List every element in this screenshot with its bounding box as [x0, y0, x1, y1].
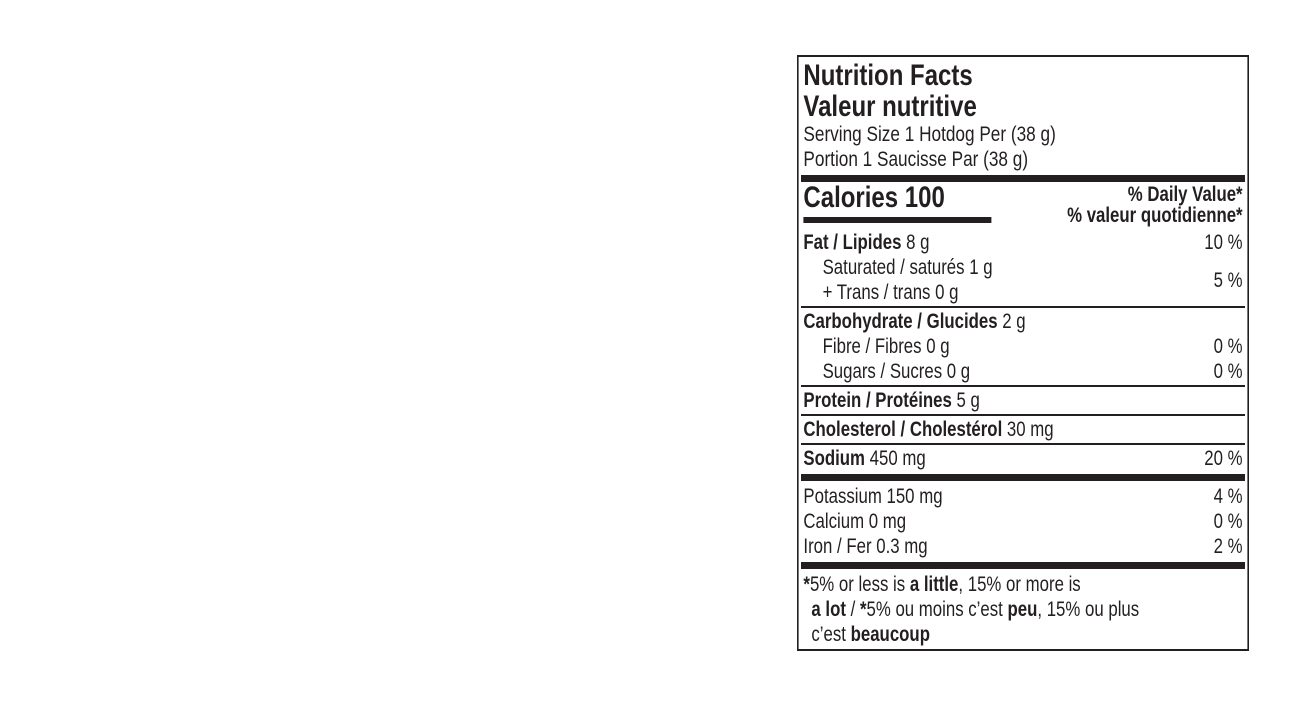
calcium-daily-value: 0 %	[1213, 510, 1243, 533]
row-saturated-trans: Saturated / saturés 1 g + Trans / trans …	[803, 255, 1243, 305]
serving-size-en: Serving Size 1 Hotdog Per (38 g)	[803, 122, 1056, 146]
trans-line: + Trans / trans 0 g	[822, 281, 959, 304]
footnote: *5% or less is a little, 15% or more is …	[803, 572, 1242, 647]
calories-underline-bar	[803, 217, 992, 223]
minerals-separator-bar	[801, 562, 1245, 569]
saturated-daily-value: 5 %	[1213, 268, 1243, 292]
iron-daily-value: 2 %	[1213, 535, 1243, 558]
calcium-name: Calcium 0 mg	[803, 510, 907, 533]
calories-label: Calories	[803, 181, 899, 214]
potassium-daily-value: 4 %	[1213, 485, 1243, 508]
nutrition-facts-label: Nutrition Facts Valeur nutritive Serving…	[797, 55, 1249, 651]
row-sodium: Sodium 450 mg 20 %	[803, 446, 1242, 471]
sodium-name: Sodium 450 mg	[803, 447, 926, 470]
potassium-name: Potassium 150 mg	[803, 485, 943, 508]
fibre-daily-value: 0 %	[1213, 335, 1243, 358]
row-fat: Fat / Lipides 8 g 10 %	[803, 230, 1242, 255]
daily-value-header: % Daily Value* % valeur quotidienne*	[1067, 184, 1243, 226]
sugars-name: Sugars / Sucres 0 g	[822, 360, 971, 383]
serving-size-fr: Portion 1 Saucisse Par (38 g)	[803, 147, 1029, 171]
fibre-name: Fibre / Fibres 0 g	[822, 335, 950, 358]
row-carbohydrate: Carbohydrate / Glucides 2 g	[803, 309, 1242, 334]
sodium-daily-value: 20 %	[1204, 447, 1243, 470]
carbohydrate-name: Carbohydrate / Glucides 2 g	[803, 310, 1026, 333]
daily-value-header-en: % Daily Value*	[1127, 183, 1243, 206]
row-cholesterol: Cholesterol / Cholestérol 30 mg	[803, 417, 1242, 442]
header-divider-bar	[801, 175, 1245, 182]
cholesterol-name: Cholesterol / Cholestérol 30 mg	[803, 418, 1054, 441]
row-sugars: Sugars / Sucres 0 g 0 %	[803, 359, 1243, 384]
divider-thin	[801, 414, 1245, 416]
calories-text: Calories 100	[803, 181, 991, 214]
divider-thin	[801, 385, 1245, 387]
fat-daily-value: 10 %	[1204, 231, 1243, 254]
saturated-line: Saturated / saturés 1 g	[822, 256, 993, 279]
title-fr: Valeur nutritive	[803, 90, 977, 123]
footnote-line-1: *5% or less is a little, 15% or more is	[803, 573, 1081, 596]
daily-value-header-fr: % valeur quotidienne*	[1067, 204, 1243, 227]
saturated-trans-name: Saturated / saturés 1 g + Trans / trans …	[803, 255, 993, 305]
protein-name: Protein / Protéines 5 g	[803, 389, 980, 412]
divider-thin	[801, 306, 1245, 308]
row-fibre: Fibre / Fibres 0 g 0 %	[803, 334, 1243, 359]
nutrition-facts-box: Nutrition Facts Valeur nutritive Serving…	[797, 55, 1249, 651]
title-en: Nutrition Facts	[803, 59, 973, 92]
footnote-line-2: a lot / *5% ou moins c’est peu, 15% ou p…	[811, 598, 1140, 621]
fat-name: Fat / Lipides 8 g	[803, 231, 930, 254]
sodium-separator-bar	[801, 474, 1245, 481]
iron-name: Iron / Fer 0.3 mg	[803, 535, 928, 558]
row-potassium: Potassium 150 mg 4 %	[803, 484, 1242, 509]
row-protein: Protein / Protéines 5 g	[803, 388, 1242, 413]
row-iron: Iron / Fer 0.3 mg 2 %	[803, 534, 1242, 559]
calories-value: 100	[904, 181, 945, 214]
footnote-line-3: c’est beaucoup	[811, 623, 930, 646]
sugars-daily-value: 0 %	[1213, 360, 1243, 383]
calories-row: Calories 100 % Daily Value* % valeur quo…	[803, 181, 1243, 226]
divider-thin	[801, 443, 1245, 445]
calories-block: Calories 100	[803, 181, 992, 223]
row-calcium: Calcium 0 mg 0 %	[803, 509, 1242, 534]
